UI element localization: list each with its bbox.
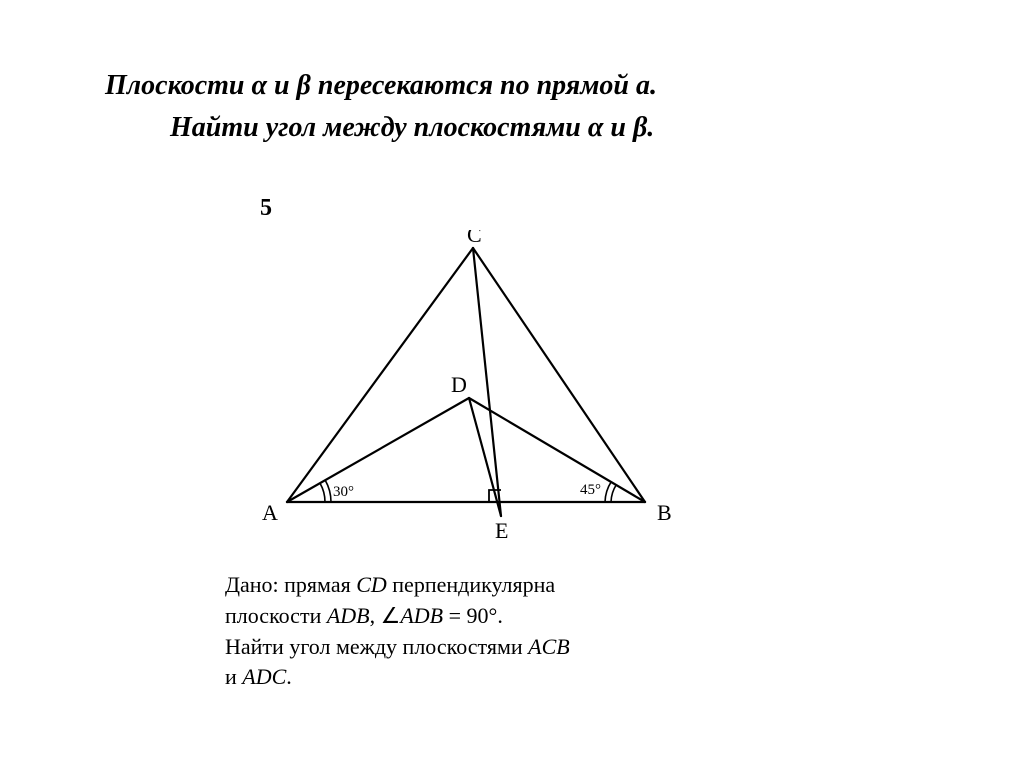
given-l3a: Найти угол между плоскостями	[225, 634, 528, 659]
given-l2c: , ∠	[370, 603, 401, 628]
given-l2d: ADB	[400, 603, 443, 628]
given-l1c: перпендикулярна	[387, 572, 555, 597]
diagram: A B C D E 30° 45°	[225, 230, 745, 550]
angle-a-arcs	[320, 480, 331, 502]
label-a: A	[262, 500, 278, 525]
given-line-2: плоскости ADB, ∠ADB = 90°.	[225, 601, 570, 632]
angle-b-value: 45°	[580, 482, 601, 498]
label-b: B	[657, 500, 672, 525]
title-line-1: Плоскости α и β пересекаются по прямой a…	[105, 70, 657, 102]
given-block: Дано: прямая CD перпендикулярна плоскост…	[225, 570, 570, 693]
edge-de	[469, 398, 501, 516]
angle-labels: 30° 45°	[333, 482, 601, 500]
angle-b-arc1	[611, 484, 617, 502]
label-e: E	[495, 518, 508, 543]
angle-a-arc1	[320, 483, 325, 502]
given-l4a: и	[225, 664, 242, 689]
given-l4c: .	[286, 664, 292, 689]
edge-ac	[287, 248, 473, 502]
label-c: C	[467, 230, 482, 247]
given-line-4: и ADC.	[225, 662, 570, 693]
given-l2a: плоскости	[225, 603, 327, 628]
given-l1b: CD	[356, 572, 387, 597]
edge-bc	[473, 248, 645, 502]
given-line-3: Найти угол между плоскостями ACB	[225, 632, 570, 663]
edge-ad	[287, 398, 469, 502]
page: Плоскости α и β пересекаются по прямой a…	[0, 0, 1024, 767]
given-l2b: ADB	[327, 603, 370, 628]
diagram-svg: A B C D E 30° 45°	[225, 230, 745, 550]
given-l3b: ACB	[528, 634, 570, 659]
problem-number: 5	[260, 195, 272, 222]
label-d: D	[451, 372, 467, 397]
given-l1a: Дано: прямая	[225, 572, 356, 597]
problem-number-text: 5	[260, 195, 272, 221]
edge-ce	[473, 248, 501, 516]
angle-a-arc2	[325, 480, 331, 502]
edge-bd	[469, 398, 645, 502]
given-l4b: ADC	[242, 664, 286, 689]
given-l2e: = 90°.	[443, 603, 503, 628]
title-text-1: Плоскости α и β пересекаются по прямой a…	[105, 70, 657, 101]
angle-a-value: 30°	[333, 484, 354, 500]
title-line-2: Найти угол между плоскостями α и β.	[170, 112, 654, 144]
vertex-labels: A B C D E	[262, 230, 672, 543]
given-line-1: Дано: прямая CD перпендикулярна	[225, 570, 570, 601]
title-text-2: Найти угол между плоскостями α и β.	[170, 112, 654, 143]
